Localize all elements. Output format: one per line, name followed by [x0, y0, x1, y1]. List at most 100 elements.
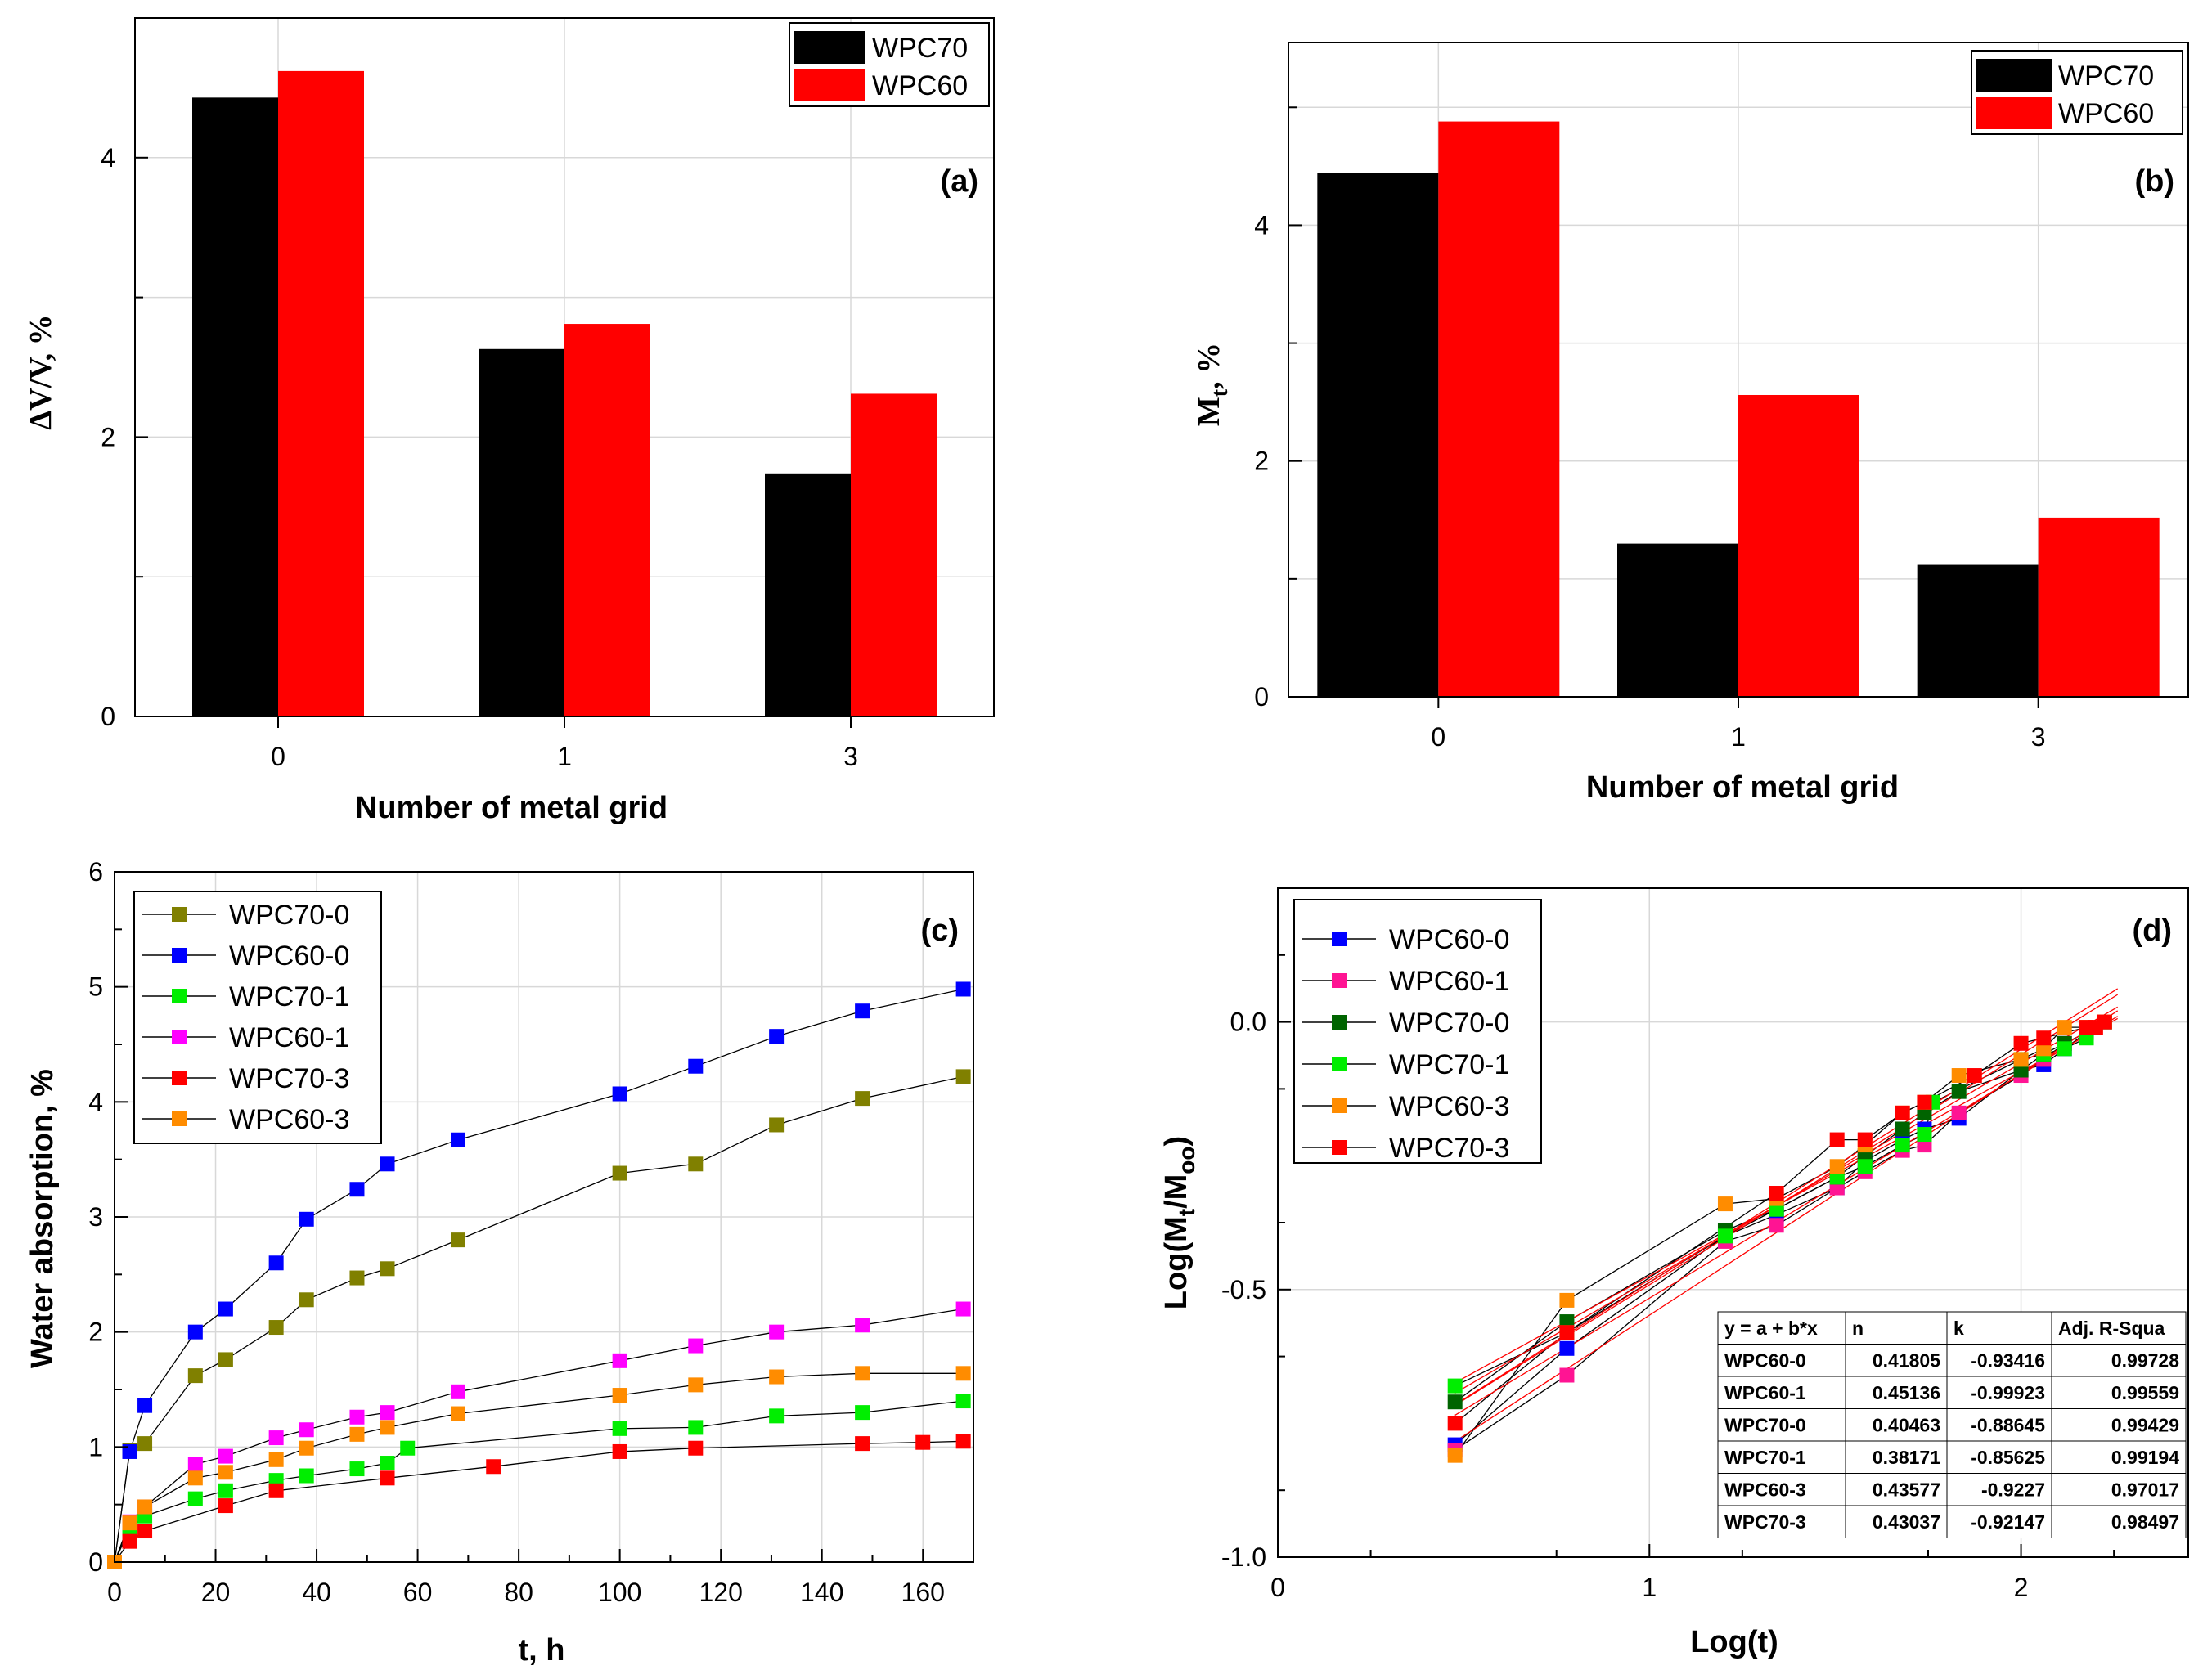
c-point-wpc70-0-14	[955, 1069, 971, 1084]
d-legend-marker-wpc60-3	[1332, 1098, 1347, 1113]
c-point-wpc60-0-10	[612, 1086, 627, 1102]
d-legend-label-wpc70-3: WPC70-3	[1389, 1133, 1509, 1164]
panel-a-bar-chart: 0 2 4 0 1 3 Number of metal grid ΔV/V, % (a)…	[24, 17, 995, 825]
panel-b-legend-swatch-wpc70	[1976, 59, 2052, 92]
d-table-cell-2-2: -0.88645	[1971, 1415, 2045, 1436]
d-y-tick-label-0: -1.0	[1221, 1542, 1266, 1572]
c-point-wpc60-3-10	[612, 1388, 627, 1403]
d-point-wpc70-3-2	[1769, 1186, 1784, 1201]
d-table-cell-3-0: WPC70-1	[1724, 1447, 1806, 1468]
panel-c-line-chart: 0 1 2 3 4 5 6 0 20 40 60 80 100 120 140 160 t, h Water…	[25, 857, 974, 1668]
c-point-wpc60-0-11	[688, 1058, 704, 1074]
c-point-wpc60-0-3	[187, 1324, 203, 1340]
c-point-wpc70-1-13	[855, 1405, 870, 1421]
c-point-wpc70-0-8	[380, 1261, 395, 1277]
panel-d-y-label-tail: )	[1159, 1136, 1194, 1147]
panel-b-legend-swatch-wpc60	[1976, 97, 2052, 129]
panel-a-legend-label-wpc70: WPC70	[872, 33, 968, 64]
b-x-tick-label-2: 3	[2031, 722, 2046, 752]
d-table-cell-0-3: 0.99728	[2111, 1350, 2179, 1371]
d-point-wpc70-1-5	[1857, 1159, 1873, 1174]
c-y-tick-label-4: 4	[88, 1087, 103, 1116]
b-bar-wpc70-3	[1917, 564, 2039, 697]
d-table-border	[1717, 1311, 2187, 1538]
c-legend-label-wpc60-1: WPC60-1	[229, 1022, 349, 1053]
d-point-wpc60-3-1	[1559, 1292, 1575, 1308]
c-point-wpc70-1-3	[187, 1491, 203, 1506]
panel-b-y-ticks: 0 2 4	[1254, 106, 1302, 712]
panel-a-legend-swatch-wpc70	[794, 31, 865, 64]
d-point-wpc60-3-8	[1951, 1068, 1967, 1084]
d-table-header-2: k	[1953, 1318, 1964, 1339]
c-x-tick-label-8: 160	[901, 1578, 945, 1607]
c-point-wpc60-3-1	[122, 1515, 137, 1531]
d-point-wpc70-3-9	[2036, 1030, 2052, 1046]
d-point-wpc70-3-3	[1829, 1132, 1845, 1147]
d-table-cell-1-1: 0.45136	[1873, 1382, 1940, 1403]
c-line-wpc60-1	[114, 1308, 964, 1563]
b-x-tick-label-1: 1	[1731, 722, 1746, 752]
d-point-wpc60-3-4	[1829, 1159, 1845, 1174]
c-point-wpc70-0-7	[349, 1270, 365, 1286]
panel-d-x-ticks: 0 1 2	[1270, 1544, 2115, 1602]
panel-b-bar-chart: 0 2 4 0 1 3 Number of metal grid Mt, % (b) W…	[1192, 42, 2189, 805]
c-point-wpc60-0-5	[268, 1255, 284, 1271]
panel-c-legend: WPC70-0 WPC60-0 WPC70-1 WPC60-1 WPC70-3 WPC60…	[133, 891, 382, 1144]
b-bar-wpc70-1	[1617, 543, 1738, 697]
d-table-cell-2-0: WPC70-0	[1724, 1415, 1806, 1436]
c-point-wpc60-1-14	[955, 1301, 971, 1317]
d-legend-marker-wpc70-1	[1332, 1057, 1347, 1071]
d-table-cell-0-2: -0.93416	[1971, 1350, 2045, 1371]
a-y-tick-label-2: 4	[101, 143, 115, 173]
c-legend-marker-wpc60-3	[172, 1111, 187, 1126]
a-y-tick-label-1: 2	[101, 422, 115, 451]
c-point-wpc70-1-6	[299, 1468, 314, 1484]
c-point-wpc60-3-8	[380, 1420, 395, 1435]
d-table-header-3: Adj. R-Squa	[2058, 1318, 2165, 1339]
d-table-header-1: n	[1852, 1318, 1864, 1339]
a-bar-wpc60-0	[278, 70, 364, 717]
panel-c-tag: (c)	[921, 914, 959, 948]
panel-d-series-points	[1447, 1014, 2112, 1463]
c-point-wpc60-0-4	[218, 1301, 233, 1317]
d-y-tick-label-2: 0.0	[1230, 1008, 1266, 1037]
panel-a-bars	[192, 70, 937, 717]
d-point-wpc70-1-0	[1447, 1378, 1463, 1394]
c-point-wpc70-0-2	[137, 1436, 153, 1452]
c-line-wpc70-0	[114, 1075, 964, 1563]
d-legend-marker-wpc60-1	[1332, 973, 1347, 988]
d-table-cell-3-3: 0.99194	[2111, 1447, 2179, 1468]
d-legend-label-wpc60-0: WPC60-0	[1389, 924, 1509, 955]
panel-a-y-axis-label: ΔV/V, %	[24, 314, 58, 429]
panel-c-x-axis-label: t, h	[519, 1633, 565, 1668]
d-point-wpc60-1-1	[1559, 1367, 1575, 1383]
c-point-wpc70-3-2	[137, 1524, 153, 1539]
c-legend-label-wpc60-0: WPC60-0	[229, 941, 349, 972]
c-point-wpc70-3-6	[486, 1459, 501, 1475]
b-y-tick-label-1: 2	[1254, 447, 1269, 476]
d-table-cell-1-0: WPC60-1	[1724, 1382, 1806, 1403]
c-point-wpc60-0-6	[299, 1211, 314, 1227]
c-point-wpc60-0-13	[855, 1003, 870, 1019]
c-y-tick-label-3: 3	[88, 1202, 103, 1232]
c-point-wpc70-0-11	[688, 1156, 704, 1172]
a-bar-wpc70-3	[765, 473, 851, 716]
d-table-cell-5-3: 0.98497	[2111, 1511, 2179, 1533]
d-table-header-0: y = a + b*x	[1724, 1318, 1818, 1339]
d-point-wpc70-0-0	[1447, 1394, 1463, 1410]
d-table-cell-4-0: WPC60-3	[1724, 1479, 1806, 1501]
c-x-tick-label-3: 60	[403, 1578, 433, 1607]
c-point-wpc60-3-13	[855, 1366, 870, 1381]
d-point-wpc70-0-6	[1895, 1121, 1910, 1137]
d-legend-marker-wpc60-0	[1332, 932, 1347, 946]
d-legend-marker-wpc70-3	[1332, 1140, 1347, 1155]
c-point-wpc60-0-1	[122, 1443, 137, 1459]
panel-a-tag: (a)	[941, 164, 978, 199]
d-table-cell-1-2: -0.99923	[1971, 1382, 2045, 1403]
panel-d-y-label-sub2: oo	[1174, 1146, 1199, 1174]
b-bar-wpc70-0	[1317, 173, 1439, 697]
c-point-wpc70-0-13	[855, 1091, 870, 1107]
c-point-wpc70-3-1	[122, 1533, 137, 1549]
d-point-wpc60-1-3	[1769, 1218, 1784, 1233]
